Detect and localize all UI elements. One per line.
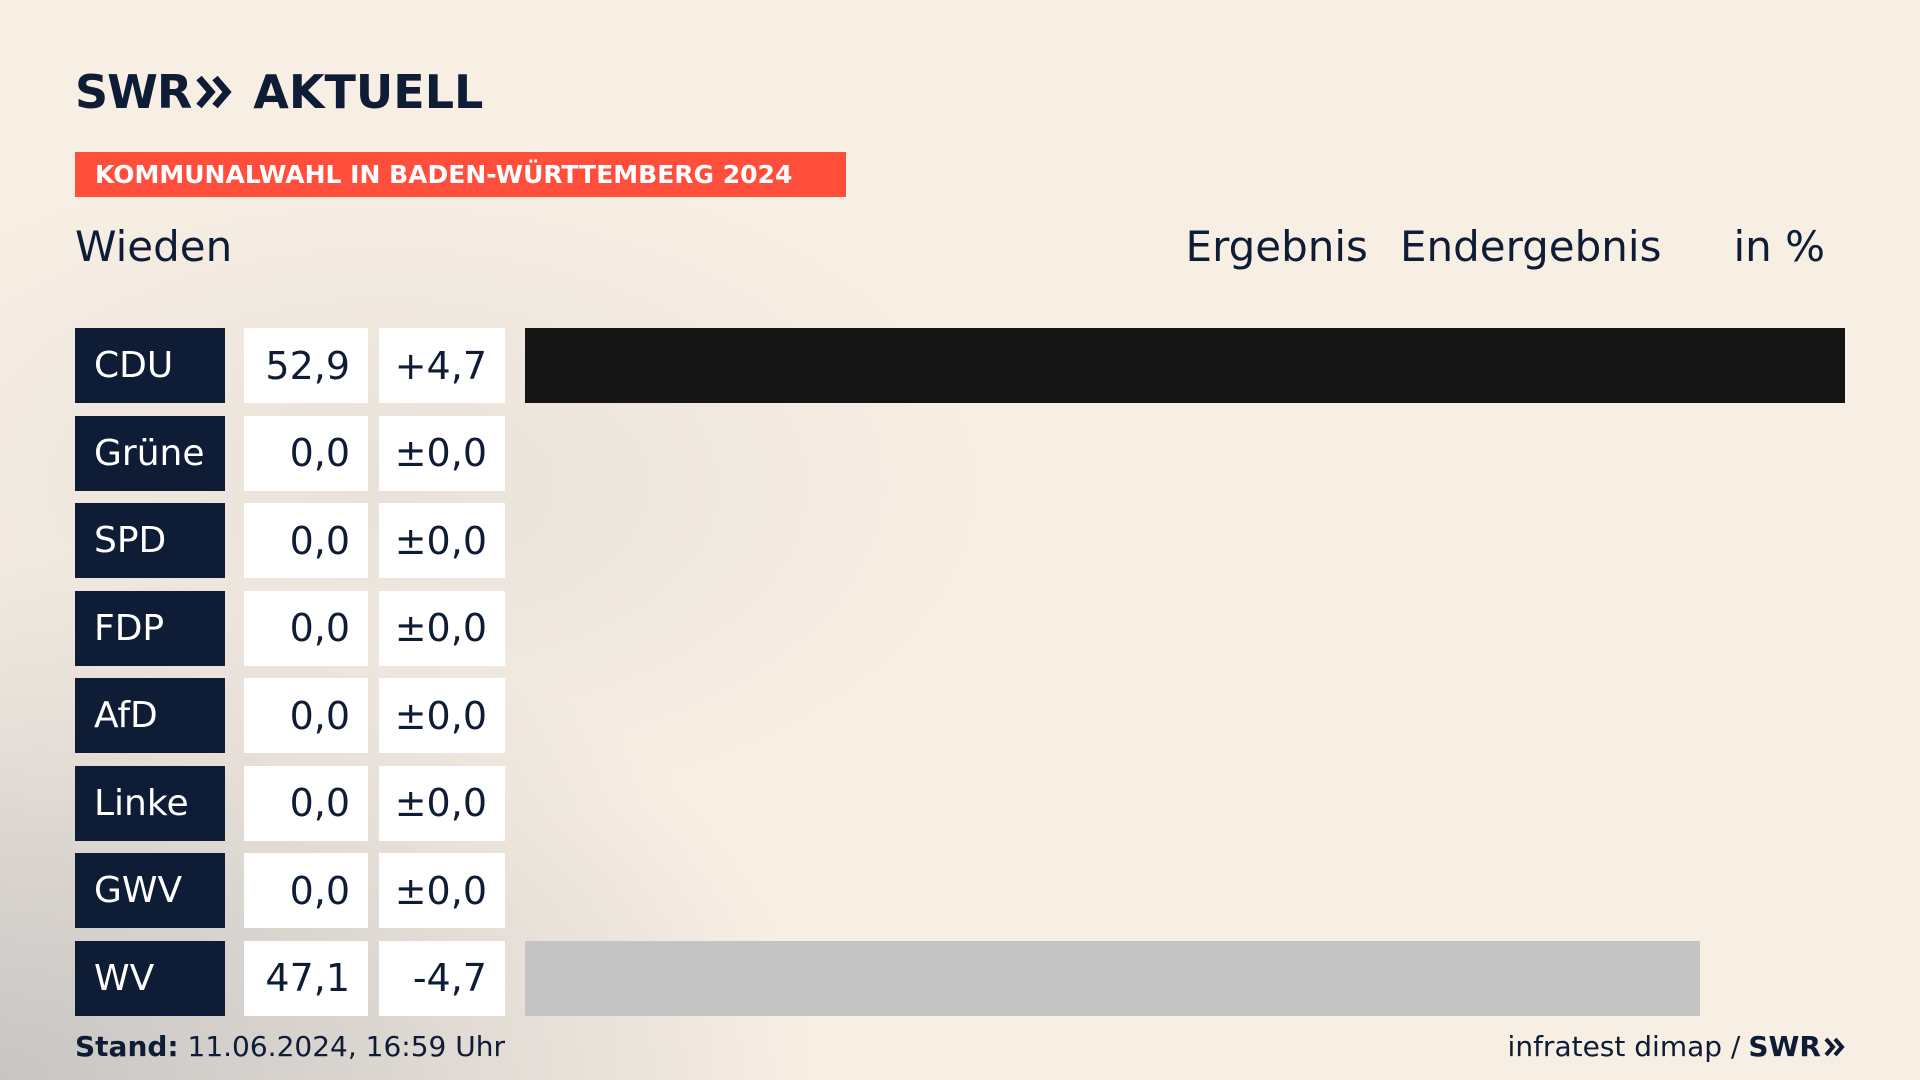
double-chevron-small-icon xyxy=(1824,1037,1845,1056)
source-credit: infratest dimap / SWR xyxy=(1508,1030,1845,1063)
diff-label: ±0,0 xyxy=(379,503,505,578)
value-label: 0,0 xyxy=(244,678,368,753)
swr-aktuell-logo: SWR AKTUELL xyxy=(75,65,484,119)
value-label: 0,0 xyxy=(244,503,368,578)
double-chevron-icon xyxy=(196,75,232,109)
place-name: Wieden xyxy=(75,222,233,271)
value-label: 0,0 xyxy=(244,765,368,841)
value-label: 0,0 xyxy=(244,590,368,666)
party-label: CDU xyxy=(75,328,225,403)
result-bar xyxy=(525,940,1700,1016)
diff-label: ±0,0 xyxy=(379,853,505,928)
swr-small-text: SWR xyxy=(1748,1030,1821,1063)
value-label: 0,0 xyxy=(244,415,368,491)
value-label: 47,1 xyxy=(244,940,368,1016)
diff-label: -4,7 xyxy=(379,940,505,1016)
source-text: infratest dimap / xyxy=(1507,1030,1741,1063)
logo-aktuell-text: AKTUELL xyxy=(253,65,484,119)
party-label: GWV xyxy=(75,853,225,928)
header-ergebnis: Ergebnis xyxy=(1185,222,1368,271)
value-label: 0,0 xyxy=(244,853,368,928)
stand-value: 11.06.2024, 16:59 Uhr xyxy=(178,1030,505,1063)
party-label: Grüne xyxy=(75,415,225,491)
diff-label: ±0,0 xyxy=(379,765,505,841)
diff-label: ±0,0 xyxy=(379,415,505,491)
party-label: FDP xyxy=(75,590,225,666)
diff-label: ±0,0 xyxy=(379,590,505,666)
party-label: AfD xyxy=(75,678,225,753)
timestamp: Stand: 11.06.2024, 16:59 Uhr xyxy=(75,1030,505,1063)
column-headers: Ergebnis Endergebnis in % xyxy=(1186,222,1825,271)
result-bar xyxy=(525,328,1845,403)
party-label: SPD xyxy=(75,503,225,578)
party-label: Linke xyxy=(75,765,225,841)
election-banner: KOMMUNALWAHL IN BADEN-WÜRTTEMBERG 2024 xyxy=(75,152,846,197)
swr-logo-small: SWR xyxy=(1748,1030,1845,1063)
stand-label: Stand: xyxy=(75,1030,179,1063)
diff-label: +4,7 xyxy=(379,328,505,403)
diff-label: ±0,0 xyxy=(379,678,505,753)
header-unit: in % xyxy=(1733,222,1825,271)
party-label: WV xyxy=(75,940,225,1016)
logo-swr-text: SWR xyxy=(75,65,192,119)
header-endergebnis: Endergebnis xyxy=(1399,222,1662,271)
swr-logo: SWR xyxy=(75,65,235,119)
value-label: 52,9 xyxy=(244,328,368,403)
